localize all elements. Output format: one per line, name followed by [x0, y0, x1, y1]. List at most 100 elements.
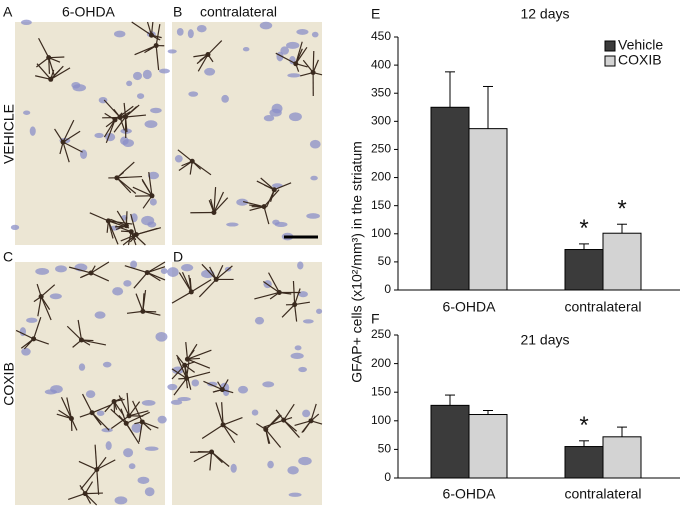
process [312, 71, 323, 76]
process [84, 493, 98, 506]
nucleus [122, 139, 134, 147]
significance-marker: * [579, 412, 588, 439]
process [264, 184, 275, 191]
nucleus [144, 487, 155, 497]
y-tick-label: 150 [371, 384, 391, 398]
process [80, 469, 98, 490]
nucleus [251, 409, 259, 416]
nucleus [297, 261, 304, 270]
process [207, 40, 223, 55]
nucleus [126, 80, 133, 87]
nucleus [167, 383, 178, 391]
nucleus [181, 263, 194, 272]
x-tick-label: contralateral [564, 299, 641, 315]
process [310, 403, 317, 421]
nucleus [262, 381, 275, 388]
nucleus [141, 400, 156, 406]
y-tick-label: 300 [371, 114, 391, 128]
nucleus [128, 463, 136, 470]
process [294, 420, 312, 426]
process [114, 112, 123, 121]
chart-title: 12 days [520, 6, 569, 22]
process [85, 492, 103, 495]
nucleus [137, 476, 150, 484]
process [197, 54, 209, 72]
nucleus [96, 410, 105, 416]
process [116, 177, 132, 194]
process [171, 291, 192, 304]
process [60, 396, 72, 419]
nucleus [49, 293, 62, 300]
process [33, 296, 42, 303]
process [115, 225, 132, 233]
process [81, 393, 93, 414]
y-tick-label: 250 [371, 142, 391, 156]
nucleus [55, 265, 67, 273]
process [217, 381, 223, 390]
process [62, 141, 83, 153]
process [188, 274, 192, 293]
nucleus [254, 316, 265, 325]
process [215, 265, 233, 280]
process [20, 338, 35, 349]
process [190, 279, 212, 293]
nucleus [201, 269, 215, 279]
process [48, 57, 56, 78]
x-tick-label: contralateral [564, 486, 641, 502]
chart-letter: F [371, 311, 380, 327]
process [213, 187, 217, 213]
process [171, 364, 186, 380]
process [281, 304, 296, 318]
process [312, 50, 315, 73]
process [128, 401, 141, 417]
process [256, 423, 267, 430]
process [300, 71, 314, 77]
nucleus [298, 456, 312, 466]
nucleus [298, 366, 307, 373]
process [211, 451, 230, 467]
nucleus [167, 49, 177, 54]
process [72, 339, 82, 348]
y-axis-label: GFAP+ cells (x10²/mm³) in the striatum [349, 141, 365, 383]
process [40, 296, 51, 310]
process [283, 419, 298, 432]
process [263, 206, 270, 225]
process [221, 379, 229, 390]
panel-label: 6-OHDA [62, 4, 116, 20]
nucleus [158, 68, 170, 74]
process [176, 354, 186, 366]
nucleus [230, 463, 237, 473]
nucleus [29, 126, 36, 136]
process [199, 54, 209, 62]
process [105, 119, 116, 128]
process [187, 349, 212, 360]
bar [468, 414, 508, 479]
nucleus [172, 366, 184, 375]
process [312, 59, 319, 73]
nucleus [207, 381, 218, 387]
nucleus [170, 399, 183, 405]
process [184, 361, 196, 366]
process [275, 52, 297, 65]
process [91, 404, 112, 414]
nucleus [204, 67, 216, 76]
process [155, 45, 160, 71]
process [266, 189, 275, 208]
nucleus [188, 91, 199, 97]
nucleus [94, 311, 106, 319]
bar [430, 404, 470, 479]
process [186, 349, 195, 360]
nucleus [302, 319, 314, 324]
nucleus [176, 28, 184, 36]
nucleus [136, 93, 145, 99]
y-tick-label: 400 [371, 57, 391, 71]
process [173, 377, 188, 396]
process [15, 329, 34, 340]
significance-marker: * [579, 215, 588, 242]
bar [468, 128, 508, 291]
nucleus [123, 448, 134, 458]
legend-swatch [604, 40, 616, 52]
process [79, 412, 93, 418]
nucleus [259, 21, 273, 30]
